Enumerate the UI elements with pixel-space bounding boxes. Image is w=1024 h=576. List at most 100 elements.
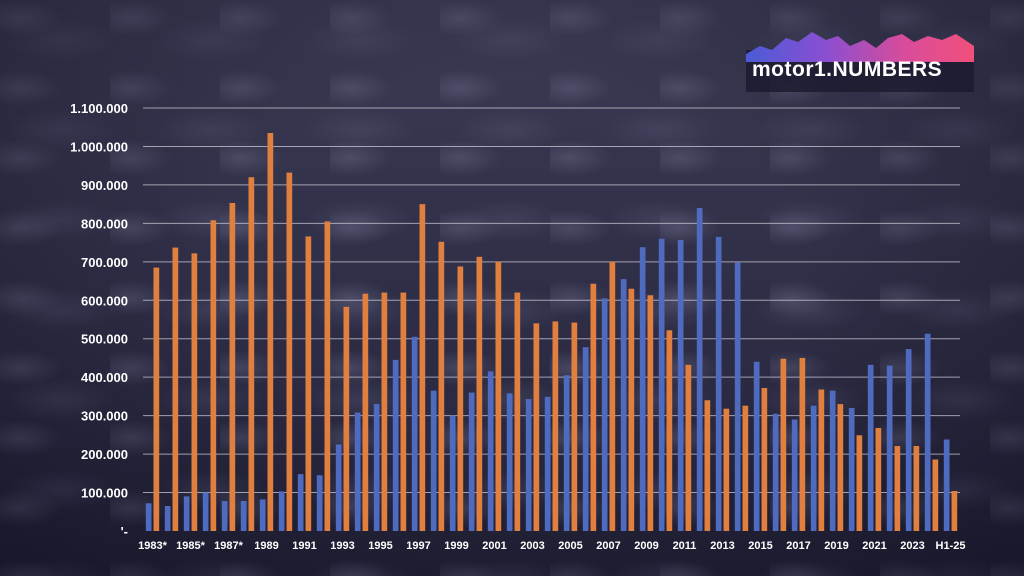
bar-series-a [658, 238, 665, 531]
bar-series-a [240, 501, 247, 531]
bar-series-a [734, 262, 741, 531]
bar-series-a [183, 496, 190, 531]
bar-series-b [381, 292, 388, 531]
y-tick-label: 200.000 [81, 447, 128, 462]
bar-series-b [305, 236, 312, 531]
bar-series-a [582, 347, 589, 531]
x-tick-label: 2003 [520, 540, 544, 552]
bar-series-b [438, 241, 445, 531]
bar-series-a [259, 499, 266, 531]
bar-series-b [685, 364, 692, 531]
bar-series-b [951, 491, 958, 531]
bar-series-a [221, 501, 228, 531]
bar-series-a [145, 503, 152, 531]
x-tick-label: 1991 [292, 540, 316, 552]
bar-series-b [229, 202, 236, 532]
bar-series-b [210, 220, 217, 532]
bar-series-a [772, 413, 779, 531]
x-tick-label: 2019 [824, 540, 848, 552]
motor1-numbers-logo: motor1.NUMBERS [746, 28, 974, 92]
bar-series-a [715, 236, 722, 531]
bar-series-b [628, 288, 635, 531]
bar-series-b [552, 321, 559, 531]
bar-series-b [191, 253, 198, 532]
y-tick-label: 600.000 [81, 293, 128, 308]
bar-series-b [248, 177, 255, 531]
x-tick-label: 1993 [330, 540, 354, 552]
bar-series-b [153, 267, 160, 531]
bar-series-a [829, 390, 836, 531]
bar-series-a [392, 359, 399, 531]
bar-series-b [267, 133, 274, 531]
y-tick-label: 1.100.000 [70, 101, 128, 116]
bar-series-b [609, 261, 616, 531]
bar-series-a [468, 392, 475, 531]
y-tick-label: 400.000 [81, 370, 128, 385]
bar-series-a [753, 361, 760, 531]
y-tick-label: 500.000 [81, 332, 128, 347]
bars [145, 133, 958, 532]
x-tick-label: 2015 [748, 540, 772, 552]
bar-series-b [362, 293, 369, 531]
bar-series-b [343, 306, 350, 531]
bar-series-a [924, 333, 931, 531]
bar-series-a [677, 239, 684, 531]
bar-series-b [799, 357, 806, 531]
bar-series-b [856, 435, 863, 531]
x-tick-label: 1985* [176, 540, 205, 552]
bar-series-b [647, 295, 654, 531]
bar-series-b [913, 446, 920, 531]
bar-series-b [476, 256, 483, 531]
bar-series-b [172, 247, 179, 531]
bar-series-b [742, 405, 749, 531]
bar-series-a [297, 474, 304, 531]
bar-series-a [810, 405, 817, 531]
x-tick-label: 2005 [558, 540, 582, 552]
bar-series-a [354, 412, 361, 531]
x-tick-label: 1997 [406, 540, 430, 552]
x-tick-label: 2001 [482, 540, 506, 552]
bar-series-a [373, 404, 380, 531]
y-tick-label: 1.000.000 [70, 139, 128, 154]
bar-series-a [620, 279, 627, 531]
bar-series-b [324, 221, 331, 531]
bar-series-a [430, 390, 437, 531]
bar-series-a [848, 407, 855, 531]
bar-series-a [487, 371, 494, 531]
bar-series-b [932, 459, 939, 531]
x-tick-label: 2017 [786, 540, 810, 552]
bar-series-b [894, 446, 901, 531]
bar-series-a [316, 475, 323, 531]
x-tick-label: H1-25 [936, 540, 966, 552]
y-tick-label: 800.000 [81, 216, 128, 231]
bar-series-a [449, 415, 456, 531]
x-tick-label: 2007 [596, 540, 620, 552]
logo-text: motor1.NUMBERS [752, 58, 943, 81]
bar-series-a [164, 506, 171, 531]
bar-series-b [780, 358, 787, 531]
bar-series-b [457, 266, 464, 531]
bar-series-a [411, 336, 418, 531]
bar-series-a [525, 399, 532, 531]
bar-series-a [544, 396, 551, 531]
bar-series-a [943, 439, 950, 531]
bar-series-a [202, 492, 209, 531]
x-tick-label: 2009 [634, 540, 658, 552]
x-tick-label: 1995 [368, 540, 392, 552]
bar-series-b [761, 387, 768, 531]
bar-series-b [666, 330, 673, 531]
y-axis-ticks: '- 100.000 200.000 300.000 400.000 500.000 600… [70, 101, 128, 539]
bar-series-b [495, 261, 502, 531]
bar-series-b [590, 283, 597, 531]
bar-series-b [400, 292, 407, 531]
bar-series-a [791, 419, 798, 531]
bar-series-a [905, 349, 912, 531]
x-axis-ticks: 1983* 1985* 1987* 1989 1991 1993 1995 1997 1999 2… [138, 540, 965, 552]
bar-series-b [286, 172, 293, 531]
bar-series-a [563, 375, 570, 531]
bar-series-b [704, 400, 711, 531]
bar-series-b [514, 292, 521, 531]
x-tick-label: 1999 [444, 540, 468, 552]
bar-series-b [875, 427, 882, 531]
